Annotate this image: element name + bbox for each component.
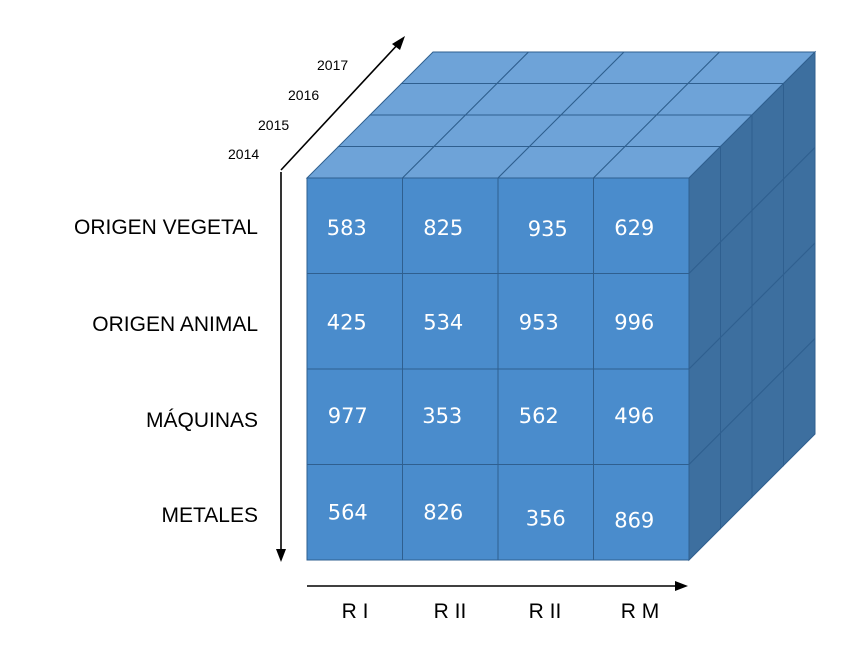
- cell-value: 977: [328, 404, 368, 428]
- columns-axis-arrowhead: [675, 581, 688, 591]
- cell-value: 996: [614, 311, 654, 335]
- side-face-tile: [783, 337, 816, 467]
- column-label-r-m: R M: [620, 600, 660, 623]
- cell-value: 825: [423, 216, 463, 240]
- year-label-2015: 2015: [258, 117, 290, 133]
- column-label-r-ii: R II: [433, 600, 467, 623]
- cell-value: 425: [327, 311, 367, 335]
- cell-value: 353: [422, 404, 462, 428]
- cell-value: 869: [614, 509, 654, 533]
- cube-side-face: [688, 50, 816, 562]
- row-label-origen-animal: ORIGEN ANIMAL: [92, 313, 258, 336]
- rows-axis-arrowhead: [276, 549, 286, 562]
- cell-values: 583 825 935 629 425 534 953 996 977 353 562 496 564 8…: [327, 216, 655, 533]
- year-label-2014: 2014: [228, 146, 260, 162]
- cell-value: 496: [614, 404, 654, 428]
- front-cell: [593, 464, 690, 561]
- cell-value: 562: [519, 404, 559, 428]
- cell-value: 356: [526, 507, 566, 531]
- cell-value: 564: [328, 501, 368, 525]
- cube-front-face: [306, 177, 690, 561]
- axes: [276, 36, 688, 591]
- row-label-metales: METALES: [161, 504, 258, 527]
- years-axis-arrowhead: [392, 36, 405, 50]
- year-label-2017: 2017: [317, 57, 349, 73]
- cell-value: 534: [423, 311, 463, 335]
- year-label-2016: 2016: [288, 87, 320, 103]
- years-axis-line: [280, 41, 401, 171]
- cube-top-face: [305, 51, 817, 179]
- cell-value: 583: [327, 216, 367, 240]
- cell-value: 935: [528, 217, 568, 241]
- row-label-maquinas: MÁQUINAS: [145, 409, 258, 432]
- column-label-r-i: R I: [341, 600, 369, 623]
- row-label-origen-vegetal: ORIGEN VEGETAL: [74, 216, 258, 239]
- cell-value: 826: [423, 501, 463, 525]
- cell-value: 629: [614, 216, 654, 240]
- cell-value: 953: [519, 311, 559, 335]
- column-label-r-ii-second: R II: [528, 600, 562, 623]
